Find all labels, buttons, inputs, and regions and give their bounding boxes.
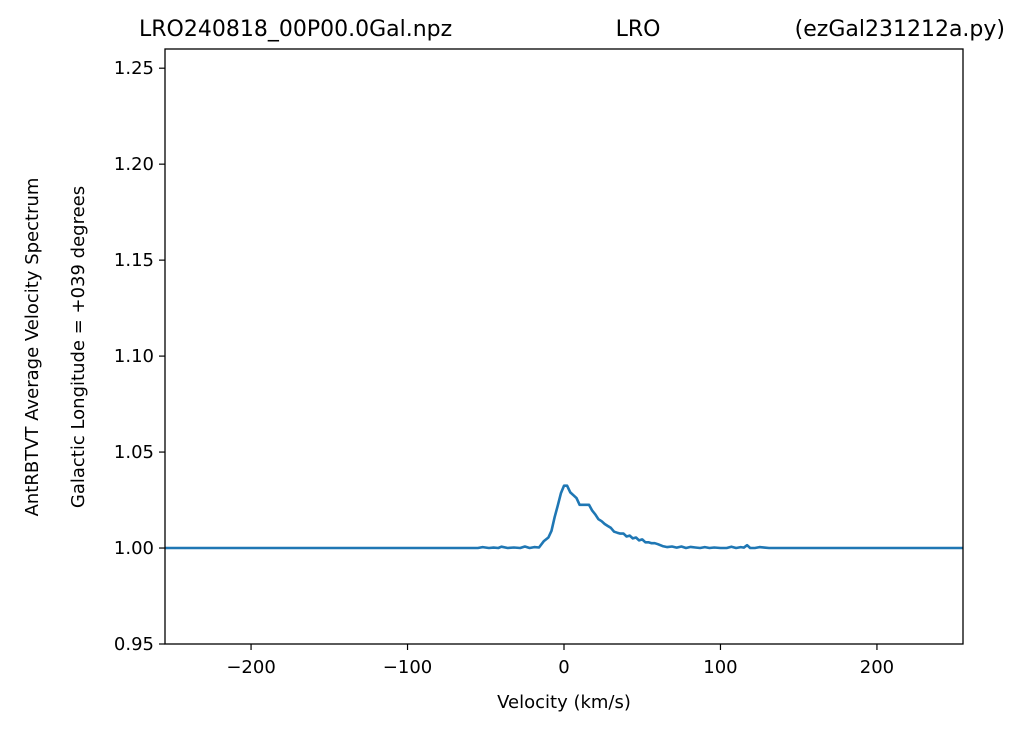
chart-title-station: LRO bbox=[616, 17, 661, 42]
x-tick-label: 200 bbox=[860, 657, 894, 678]
y-tick-label: 0.95 bbox=[114, 634, 154, 655]
y-tick-label: 1.10 bbox=[114, 346, 154, 367]
y-axis-label-line-1: AntRBTVT Average Velocity Spectrum bbox=[22, 178, 43, 517]
y-tick-label: 1.25 bbox=[114, 58, 154, 79]
series-layer bbox=[165, 484, 963, 550]
chart-title-script: (ezGal231212a.py) bbox=[795, 17, 1005, 42]
x-tick-label: 0 bbox=[558, 657, 569, 678]
x-tick-label: 100 bbox=[703, 657, 737, 678]
plot-area bbox=[165, 49, 963, 644]
x-axis-label: Velocity (km/s) bbox=[497, 692, 631, 713]
spectrum-series-line bbox=[165, 484, 963, 550]
y-tick-label: 1.20 bbox=[114, 154, 154, 175]
x-tick-label: −100 bbox=[383, 657, 432, 678]
y-tick-label: 1.05 bbox=[114, 442, 154, 463]
x-tick-label: −200 bbox=[226, 657, 275, 678]
y-tick-label: 1.15 bbox=[114, 250, 154, 271]
chart-title-filename: LRO240818_00P00.0Gal.npz bbox=[139, 17, 452, 42]
tick-layer: −200 −100 0 100 200 0.95 1.00 1.05 1.10 1.15 1.20 1… bbox=[114, 58, 894, 678]
plot-frame bbox=[164, 48, 964, 645]
y-axis-label-line-2: Galactic Longitude = +039 degrees bbox=[68, 186, 89, 508]
y-tick-label: 1.00 bbox=[114, 538, 154, 559]
